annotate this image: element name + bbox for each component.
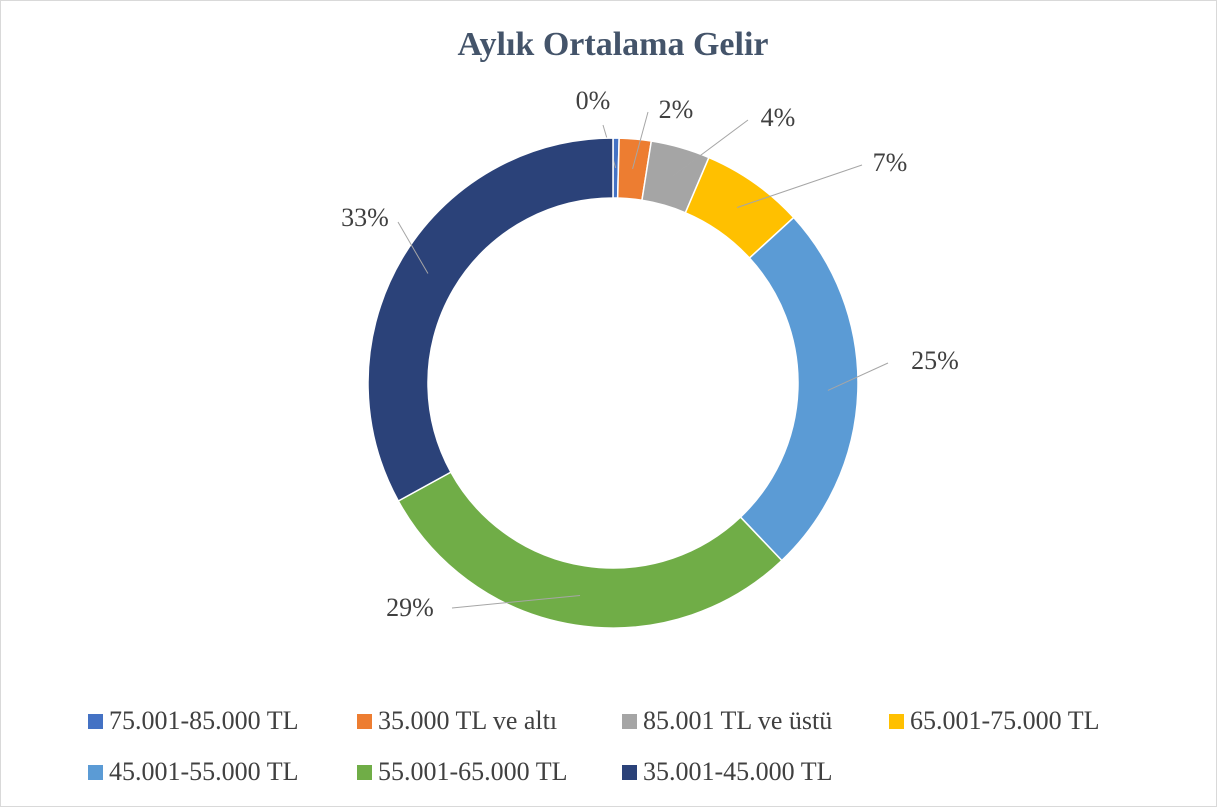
legend-label: 35.001-45.000 TL — [643, 757, 832, 786]
legend-swatch — [357, 765, 372, 780]
legend-label: 85.001 TL ve üstü — [643, 706, 832, 735]
data-label: 4% — [761, 103, 796, 132]
leader-line — [632, 111, 649, 170]
data-label: 29% — [386, 593, 434, 622]
data-label: 2% — [659, 95, 694, 124]
legend-swatch — [622, 765, 637, 780]
leader-line — [827, 362, 889, 391]
donut-segment — [397, 471, 783, 629]
donut-segment — [367, 137, 614, 503]
chart-title: Aylık Ortalama Gelir — [458, 26, 769, 63]
legend-label: 45.001-55.000 TL — [109, 757, 298, 786]
legend-swatch — [889, 714, 904, 729]
data-label: 0% — [576, 86, 611, 115]
legend-label: 55.001-65.000 TL — [378, 757, 567, 786]
legend-label: 65.001-75.000 TL — [910, 706, 1099, 735]
legend-swatch — [357, 714, 372, 729]
legend-label: 35.000 TL ve altı — [378, 706, 557, 735]
leader-line — [397, 221, 429, 274]
data-label: 7% — [873, 148, 908, 177]
data-label: 33% — [341, 203, 389, 232]
leader-line — [672, 119, 749, 177]
data-label: 25% — [911, 346, 959, 375]
legend-swatch — [88, 765, 103, 780]
legend-swatch — [622, 714, 637, 729]
legend-label: 75.001-85.000 TL — [109, 706, 298, 735]
legend-swatch — [88, 714, 103, 729]
leader-line — [737, 164, 863, 208]
leader-line — [451, 594, 581, 609]
